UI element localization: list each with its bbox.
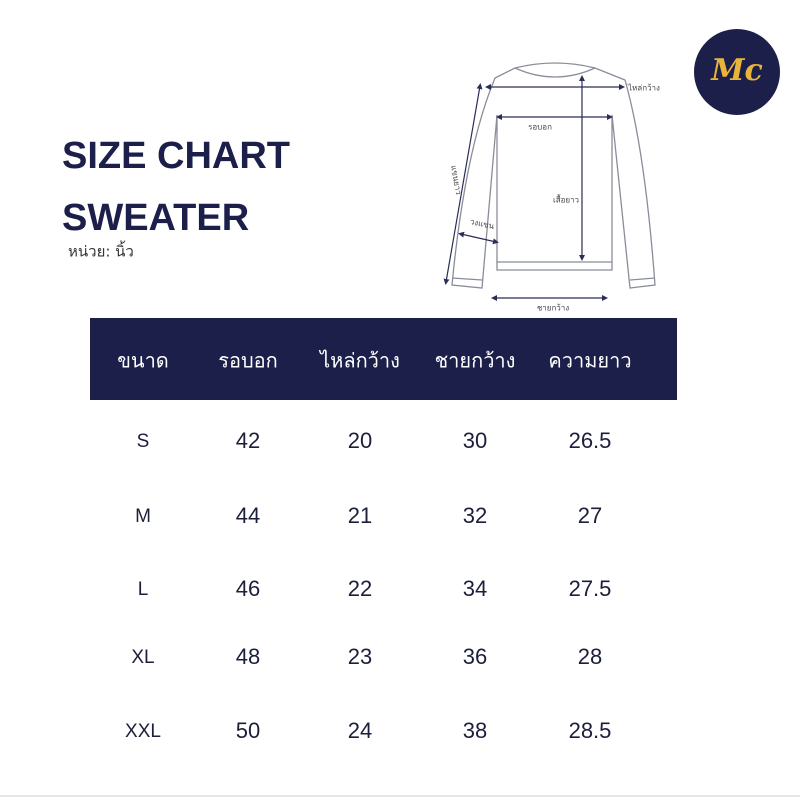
table-header [90,318,677,400]
table-cell: L [138,579,149,600]
table-cell: 34 [463,576,487,601]
table-cell: 24 [348,718,372,743]
table-cell: 48 [236,644,260,669]
table-cell: 44 [236,503,260,528]
sweater-diagram [443,62,656,301]
table-cell: 38 [463,718,487,743]
table-cell: 27 [578,503,602,528]
column-header: รอบอก [218,349,278,373]
column-header: ขนาด [117,349,169,373]
subtitle: SWEATER [62,197,249,239]
column-header: ชายกว้าง [435,349,516,373]
table-cell: 23 [348,644,372,669]
table-cell: XXL [125,721,161,742]
table-cell: 42 [236,428,260,453]
logo: Mc [710,53,762,88]
table-cell: 32 [463,503,487,528]
column-header: ไหล่กว้าง [318,349,400,373]
table-cell: 36 [463,644,487,669]
table-cell: 22 [348,576,372,601]
table-cell: 46 [236,576,260,601]
table-cell: 21 [348,503,372,528]
column-header: ความยาว [548,349,631,373]
diagram-label: เสื้อยาว [553,194,579,205]
diagram-label: ชายกว้าง [537,304,569,313]
table-cell: M [135,506,151,527]
title: SIZE CHART [62,135,290,177]
diagram-label: รอบอก [528,123,552,132]
unit: หน่วย: นิ้ว [68,241,134,261]
table-cell: 30 [463,428,487,453]
table-cell: XL [131,647,154,668]
table-cell: 20 [348,428,372,453]
table-cell: 26.5 [569,428,612,453]
table-cell: 28 [578,644,602,669]
table-cell: S [137,431,150,452]
diagram-label: ไหล่กว้าง [627,84,660,93]
table-cell: 50 [236,718,260,743]
table: ขนาด รอบอก ไหล่กว้าง ชายกว้าง ความยาว S 42 20 30… [117,349,631,743]
logo-circle [694,29,780,115]
table-cell: 28.5 [569,718,612,743]
table-cell: 27.5 [569,576,612,601]
